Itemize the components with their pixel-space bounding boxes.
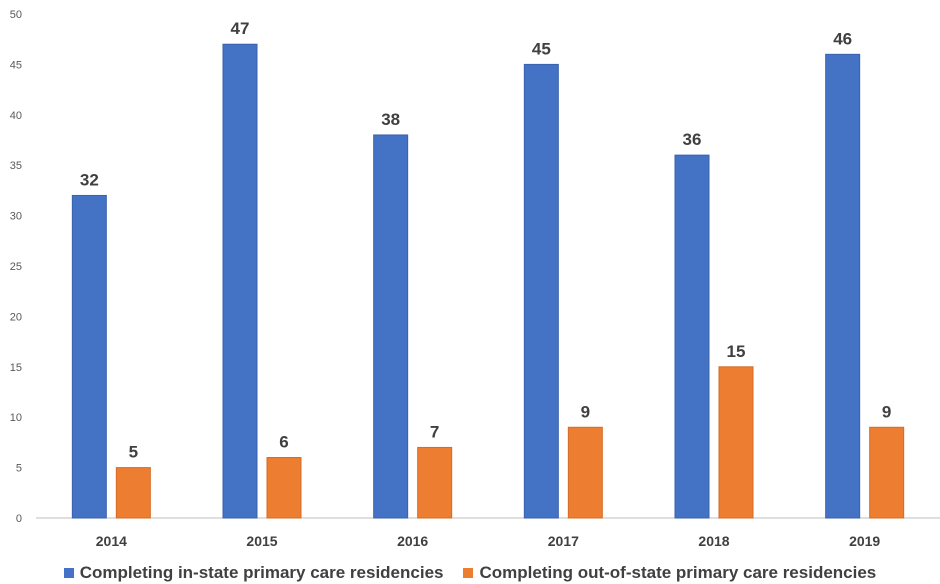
bar-in-state-2017	[523, 63, 559, 519]
x-tick-label: 2019	[849, 533, 880, 549]
x-tick-label: 2015	[246, 533, 277, 549]
legend-swatch-in-state	[63, 568, 74, 578]
data-labels: 32 5 47 6 38 7 45 9 36 15 46 9	[80, 19, 892, 461]
x-tick-label: 2018	[698, 533, 729, 549]
legend: Completing in-state primary care residen…	[0, 562, 940, 584]
bar-in-state-2014	[71, 194, 107, 519]
y-tick-label: 40	[10, 110, 22, 122]
y-tick-label: 5	[16, 463, 22, 475]
bar-out-of-state-2014	[115, 467, 151, 519]
y-axis: 0 5 10 15 20 25 30 35 40 45 50	[10, 9, 22, 525]
bar-in-state-2015	[222, 43, 258, 519]
y-tick-label: 35	[10, 160, 22, 172]
data-label: 5	[129, 443, 138, 462]
legend-swatch-out-of-state	[463, 568, 474, 578]
bar-out-of-state-2015	[266, 457, 302, 519]
y-tick-label: 0	[16, 513, 22, 525]
bar-out-of-state-2018	[718, 366, 754, 519]
x-tick-label: 2017	[548, 533, 579, 549]
data-label: 46	[833, 29, 852, 48]
bar-out-of-state-2016	[417, 446, 453, 519]
y-tick-label: 45	[10, 59, 22, 71]
data-label: 9	[581, 402, 590, 421]
data-label: 6	[279, 433, 288, 452]
data-label: 36	[683, 130, 702, 149]
bar-in-state-2019	[825, 53, 861, 519]
bar-in-state-2018	[674, 154, 710, 519]
bar-in-state-2016	[373, 134, 409, 519]
bar-out-of-state-2017	[567, 426, 603, 519]
data-label: 15	[727, 342, 746, 361]
data-label: 9	[882, 402, 891, 421]
legend-item-out-of-state: Completing out-of-state primary care res…	[463, 563, 876, 583]
x-tick-label: 2016	[397, 533, 428, 549]
data-label: 32	[80, 170, 99, 189]
y-tick-label: 10	[10, 412, 22, 424]
y-tick-label: 15	[10, 362, 22, 374]
legend-item-in-state: Completing in-state primary care residen…	[63, 563, 444, 583]
y-tick-label: 20	[10, 311, 22, 323]
y-tick-label: 50	[10, 9, 22, 21]
data-label: 47	[231, 19, 250, 38]
data-label: 38	[381, 110, 400, 129]
legend-label-in-state: Completing in-state primary care residen…	[79, 563, 444, 582]
bar-out-of-state-2019	[869, 426, 905, 519]
y-tick-label: 30	[10, 211, 22, 223]
legend-label-out-of-state: Completing out-of-state primary care res…	[479, 563, 877, 582]
data-label: 7	[430, 422, 439, 441]
x-axis: 2014 2015 2016 2017 2018 2019	[36, 517, 940, 549]
x-tick-label: 2014	[96, 533, 127, 549]
y-tick-label: 25	[10, 261, 22, 273]
data-label: 45	[532, 39, 551, 58]
bars	[71, 43, 905, 519]
